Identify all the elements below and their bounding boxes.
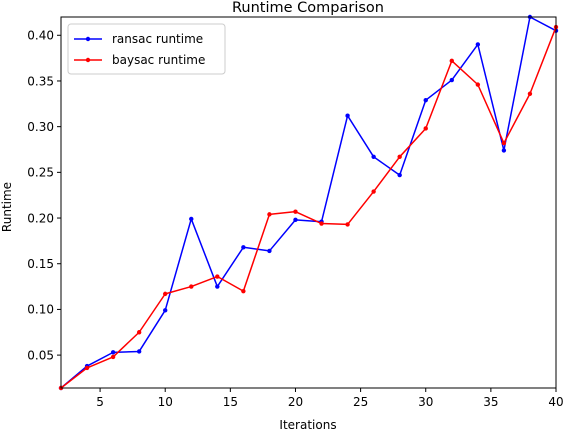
data-point-ransac [345,113,350,118]
y-tick-label: 0.10 [27,303,54,317]
data-point-ransac [267,248,272,254]
y-tick-label: 0.15 [27,257,54,271]
data-point-baysac [371,189,376,194]
x-tick-label: 40 [548,395,563,409]
data-point-ransac [475,42,481,47]
data-point-baysac [449,58,454,64]
data-point-baysac [423,126,428,131]
data-point-baysac [345,222,350,227]
data-point-baysac [293,209,298,214]
data-point-baysac [110,354,116,360]
data-point-ransac [163,308,168,313]
series-line-ransac [60,16,557,389]
chart-title: Runtime Comparison [232,0,384,16]
x-tick-label: 15 [223,395,238,409]
y-tick-label: 0.25 [27,166,54,180]
x-tick-label: 20 [288,395,303,409]
x-tick-label: 30 [418,395,433,409]
data-point-ransac [501,148,507,153]
x-tick-label: 35 [483,395,498,409]
data-point-ransac [215,284,220,289]
data-point-baysac [501,140,507,146]
legend-box [67,23,226,75]
data-point-ransac [293,217,298,223]
x-tick-label: 10 [158,395,173,409]
data-point-ransac [110,350,116,355]
data-point-baysac [319,221,324,226]
y-tick-label: 0.35 [27,74,54,88]
data-point-ransac [136,349,142,354]
data-point-baysac [241,288,246,294]
y-tick-label: 0.30 [27,120,54,134]
x-tick-label: 5 [96,395,104,409]
data-point-ransac [189,216,194,222]
data-point-baysac [136,330,142,335]
legend-label-ransac: ransac runtime [112,32,203,46]
x-axis-ticks: 5 10 15 20 25 30 35 40 [96,388,564,409]
series-line-baysac [60,26,557,389]
legend: ransac runtime baysac runtime [67,23,226,75]
legend-marker-ransac [85,36,91,42]
data-point-ransac [241,245,246,250]
y-tick-label: 0.40 [27,29,54,43]
y-tick-label: 0.20 [27,211,54,225]
plot-frame [60,16,557,389]
y-axis-ticks: 0.05 0.10 0.15 0.20 0.25 0.30 0.35 0.40 [27,29,61,362]
legend-label-baysac: baysac runtime [112,53,205,67]
data-point-baysac [189,284,194,289]
legend-marker-baysac [85,57,91,63]
data-point-baysac [84,365,90,371]
series-layer [58,14,559,391]
y-axis-label: Runtime [0,182,14,232]
data-point-ransac [423,97,428,103]
data-point-ransac [397,172,402,178]
data-point-baysac [527,91,533,96]
data-point-baysac [163,291,168,297]
x-tick-label: 25 [353,395,368,409]
y-tick-label: 0.05 [27,348,54,362]
data-point-ransac [449,77,454,83]
data-point-baysac [215,274,220,279]
data-point-ransac [371,154,376,160]
data-point-baysac [397,154,402,160]
data-point-baysac [475,82,481,87]
data-point-baysac [267,212,272,217]
x-axis-label: Iterations [279,418,336,432]
